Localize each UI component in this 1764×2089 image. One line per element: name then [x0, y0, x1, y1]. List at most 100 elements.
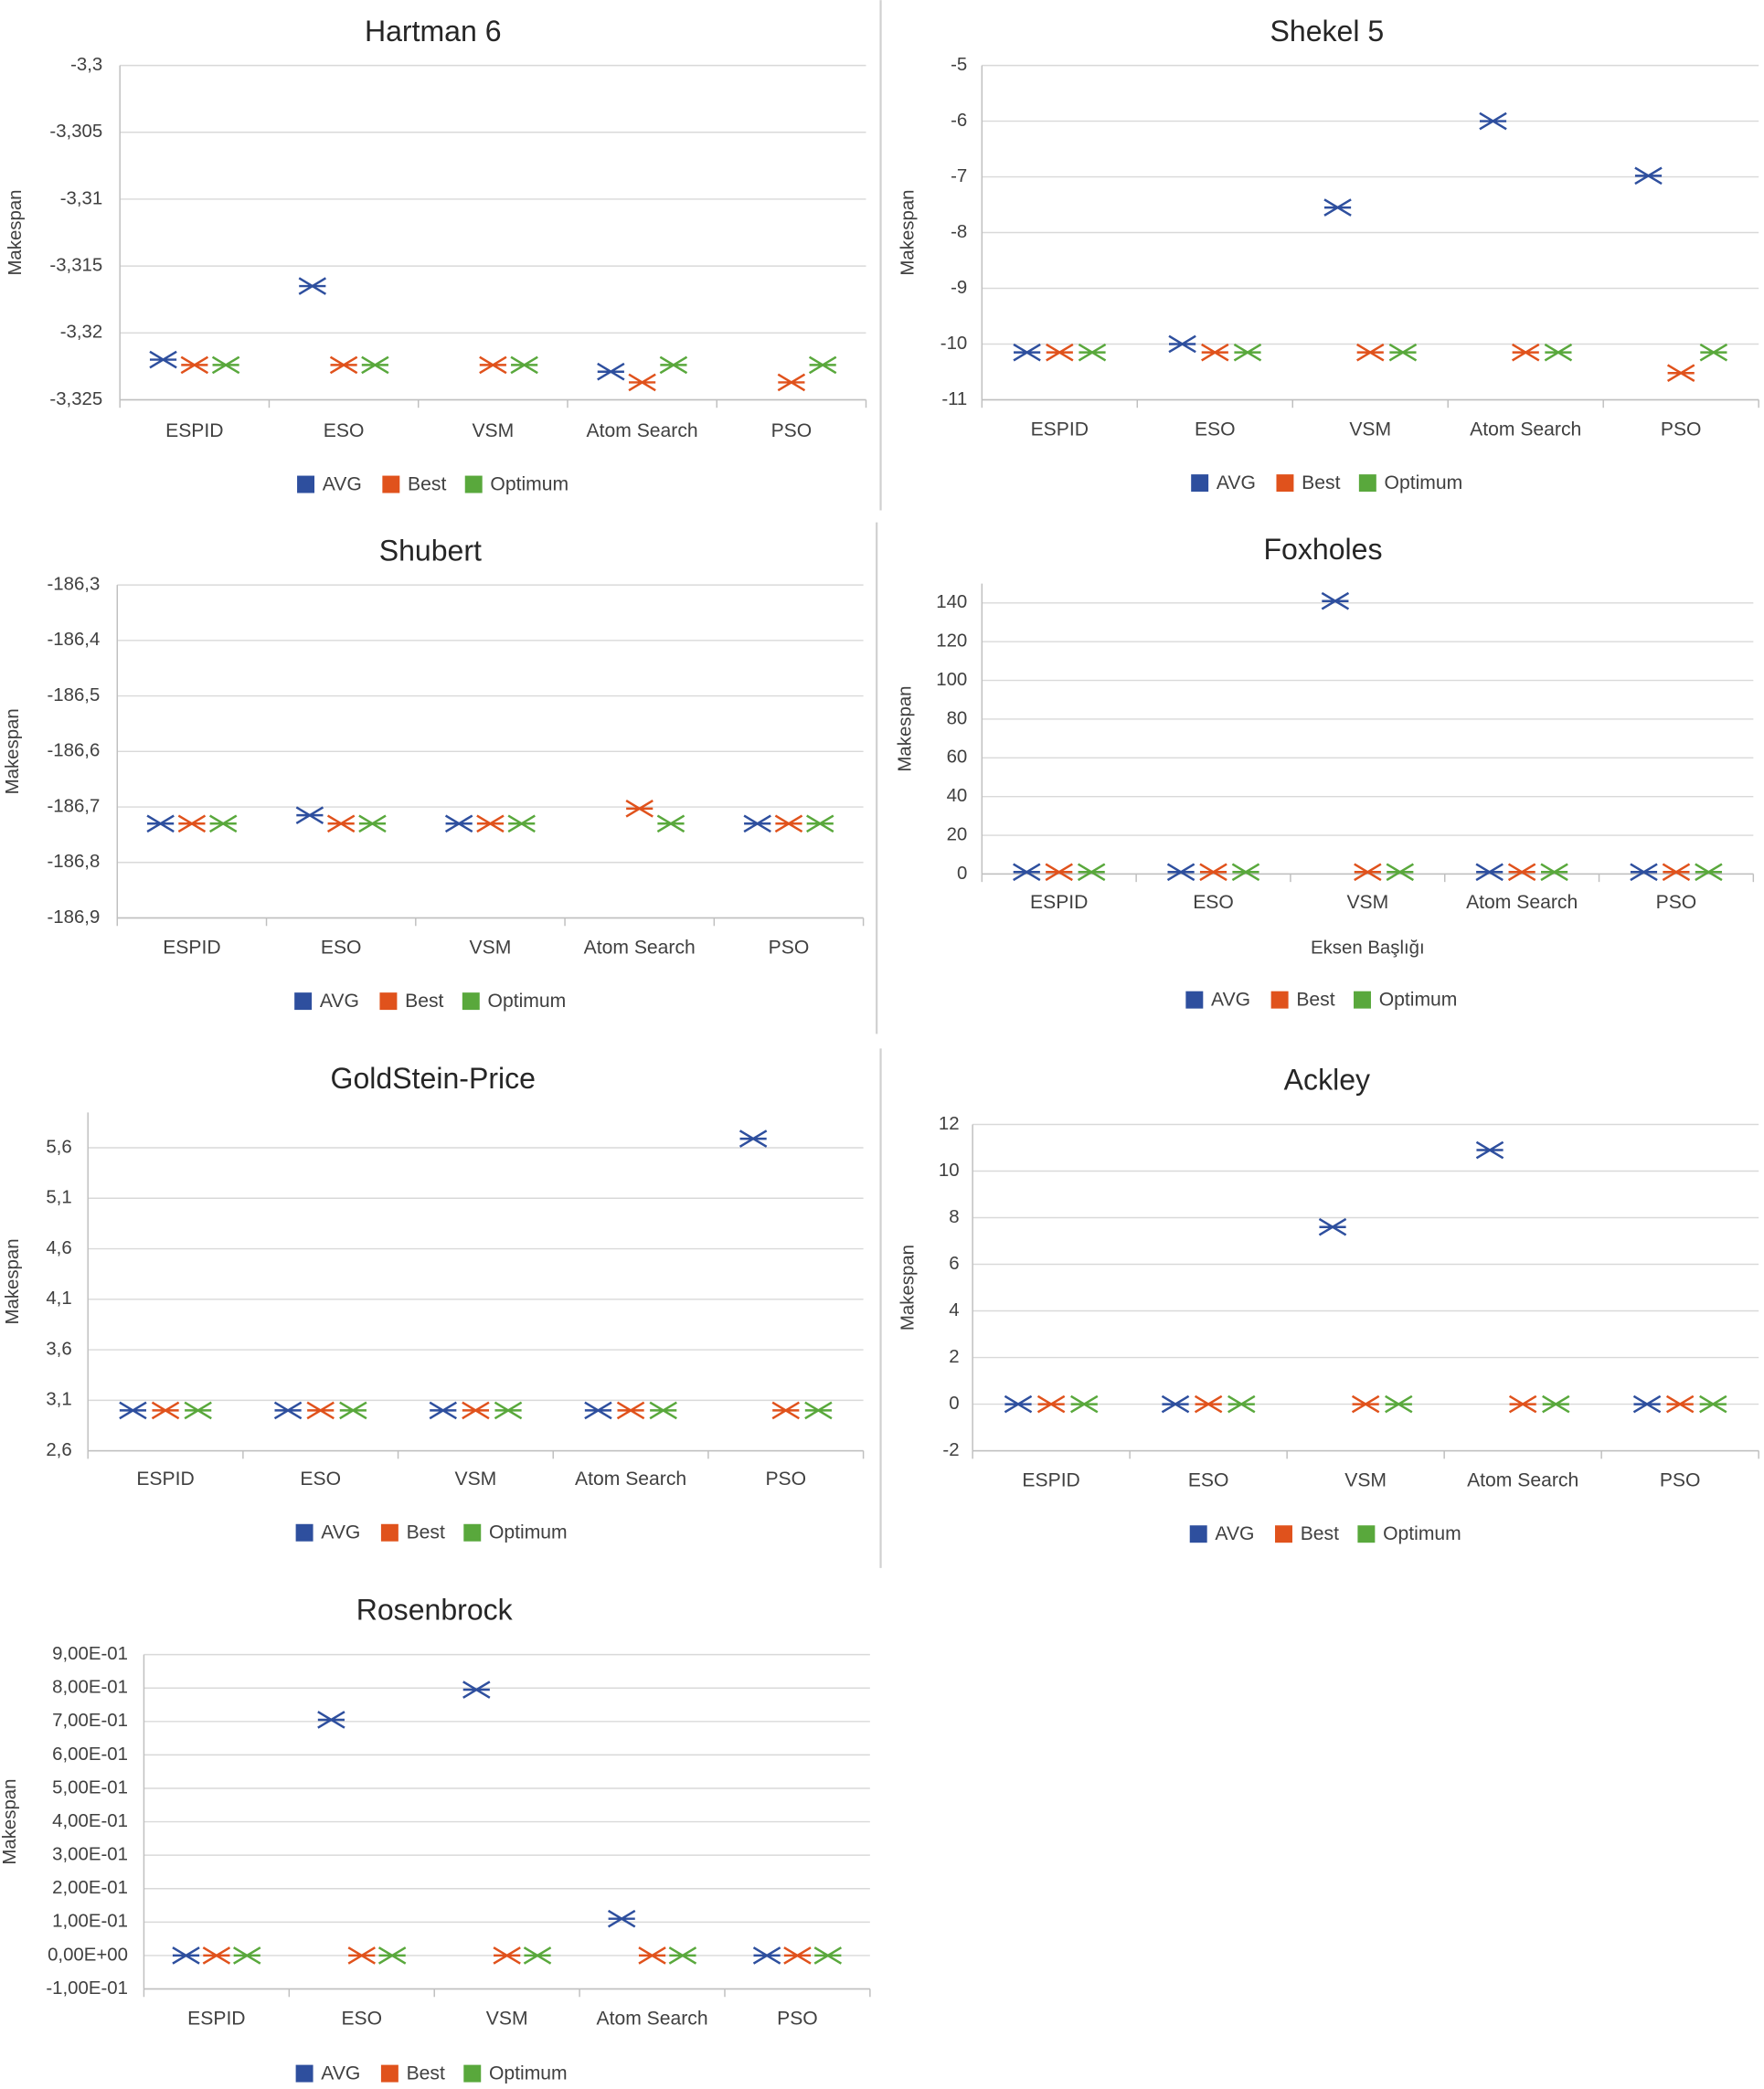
y-tick-label: -186,9	[47, 907, 100, 928]
y-tick-label: 2,6	[46, 1440, 71, 1460]
marker	[625, 800, 654, 818]
x-tick-label: VSM	[486, 2009, 528, 2030]
marker	[1634, 166, 1663, 186]
y-tick-label: 0	[949, 1394, 959, 1414]
marker	[429, 1401, 457, 1420]
marker	[1036, 1394, 1066, 1414]
x-tick-label: ESO	[1195, 419, 1236, 440]
marker	[172, 1946, 200, 1965]
y-tick-label: 2	[949, 1347, 959, 1367]
legend-swatch	[462, 992, 480, 1011]
marker	[273, 1401, 303, 1420]
legend-label: AVG	[1215, 1523, 1254, 1544]
marker	[211, 355, 240, 375]
legend-swatch	[297, 475, 315, 493]
x-tick-label: PSO	[771, 420, 813, 441]
marker	[584, 1401, 612, 1420]
marker	[1388, 343, 1418, 362]
y-axis-label: Makespan	[0, 1779, 20, 1865]
marker	[1508, 1394, 1537, 1414]
marker	[1665, 1394, 1695, 1414]
marker	[347, 1946, 376, 1965]
marker	[1070, 1394, 1099, 1414]
marker	[1512, 343, 1540, 362]
y-tick-label: -186,5	[47, 685, 100, 705]
marker	[326, 814, 356, 833]
marker	[1199, 863, 1227, 882]
legend-label: AVG	[1217, 472, 1256, 493]
marker	[1168, 334, 1196, 354]
marker	[476, 814, 505, 833]
legend-label: Best	[407, 1522, 445, 1543]
marker	[119, 1401, 147, 1420]
x-tick-label: ESO	[300, 1469, 341, 1490]
y-tick-label: 5,00E-01	[52, 1777, 128, 1797]
y-tick-label: 3,6	[46, 1339, 71, 1359]
marker	[1475, 1140, 1504, 1160]
marker	[479, 355, 507, 375]
x-tick-label: Atom Search	[596, 2009, 707, 2030]
legend-swatch	[379, 992, 398, 1011]
x-tick-label: PSO	[1660, 1470, 1701, 1491]
marker	[507, 814, 536, 833]
y-tick-label: 3,00E-01	[52, 1845, 128, 1865]
x-tick-label: ESPID	[1030, 892, 1088, 913]
y-tick-label: 0,00E+00	[48, 1945, 128, 1965]
marker	[1662, 863, 1691, 882]
marker	[1354, 863, 1382, 882]
y-tick-label: -9	[951, 278, 967, 298]
x-tick-label: ESPID	[1031, 419, 1089, 440]
marker	[607, 1909, 636, 1928]
legend-swatch	[380, 2064, 398, 2083]
y-tick-label: 3,1	[46, 1390, 71, 1410]
y-tick-label: 8,00E-01	[52, 1678, 128, 1698]
legend-swatch	[1276, 474, 1294, 493]
x-tick-label: PSO	[777, 2009, 818, 2030]
marker	[1323, 198, 1352, 217]
marker	[317, 1711, 345, 1729]
marker	[656, 814, 685, 833]
x-tick-label: PSO	[765, 1469, 806, 1490]
x-tick-label: ESO	[341, 2009, 382, 2030]
marker	[177, 814, 207, 833]
legend-label: Best	[405, 991, 443, 1012]
y-tick-label: -5	[951, 55, 967, 75]
y-tick-label: -3,32	[60, 323, 102, 343]
marker	[1233, 343, 1262, 362]
marker	[361, 355, 389, 375]
marker	[377, 1946, 407, 1965]
y-tick-label: 5,1	[46, 1188, 71, 1208]
marker	[771, 1401, 800, 1420]
marker	[1632, 1394, 1662, 1414]
marker	[1507, 863, 1536, 882]
marker	[151, 1401, 180, 1420]
marker	[1201, 343, 1229, 362]
y-tick-label: -3,325	[49, 389, 102, 409]
legend-label: AVG	[1211, 989, 1250, 1010]
y-tick-label: -3,315	[49, 256, 102, 276]
x-tick-label: Atom Search	[1467, 1470, 1578, 1491]
marker	[804, 1401, 833, 1420]
marker	[306, 1401, 335, 1420]
y-tick-label: 60	[947, 748, 968, 768]
marker	[1542, 1394, 1570, 1414]
marker	[462, 1681, 491, 1699]
chart-title: GoldStein-Price	[331, 1062, 536, 1095]
y-tick-label: -10	[940, 334, 967, 354]
y-tick-label: -3,31	[60, 188, 102, 208]
chart-title: Foxholes	[1263, 533, 1382, 566]
x-tick-label: Atom Search	[1470, 419, 1581, 440]
marker	[1231, 863, 1260, 882]
y-tick-label: -3,305	[49, 122, 102, 142]
marker	[739, 1129, 768, 1148]
marker	[146, 814, 175, 833]
y-tick-label: 10	[939, 1161, 960, 1181]
y-tick-label: 0	[957, 864, 967, 884]
marker	[339, 1401, 367, 1420]
x-tick-label: VSM	[1346, 892, 1388, 913]
x-tick-label: VSM	[1349, 419, 1391, 440]
marker	[1166, 863, 1195, 882]
marker	[1004, 1394, 1033, 1414]
marker	[1318, 1217, 1347, 1236]
y-tick-label: 80	[947, 708, 968, 728]
